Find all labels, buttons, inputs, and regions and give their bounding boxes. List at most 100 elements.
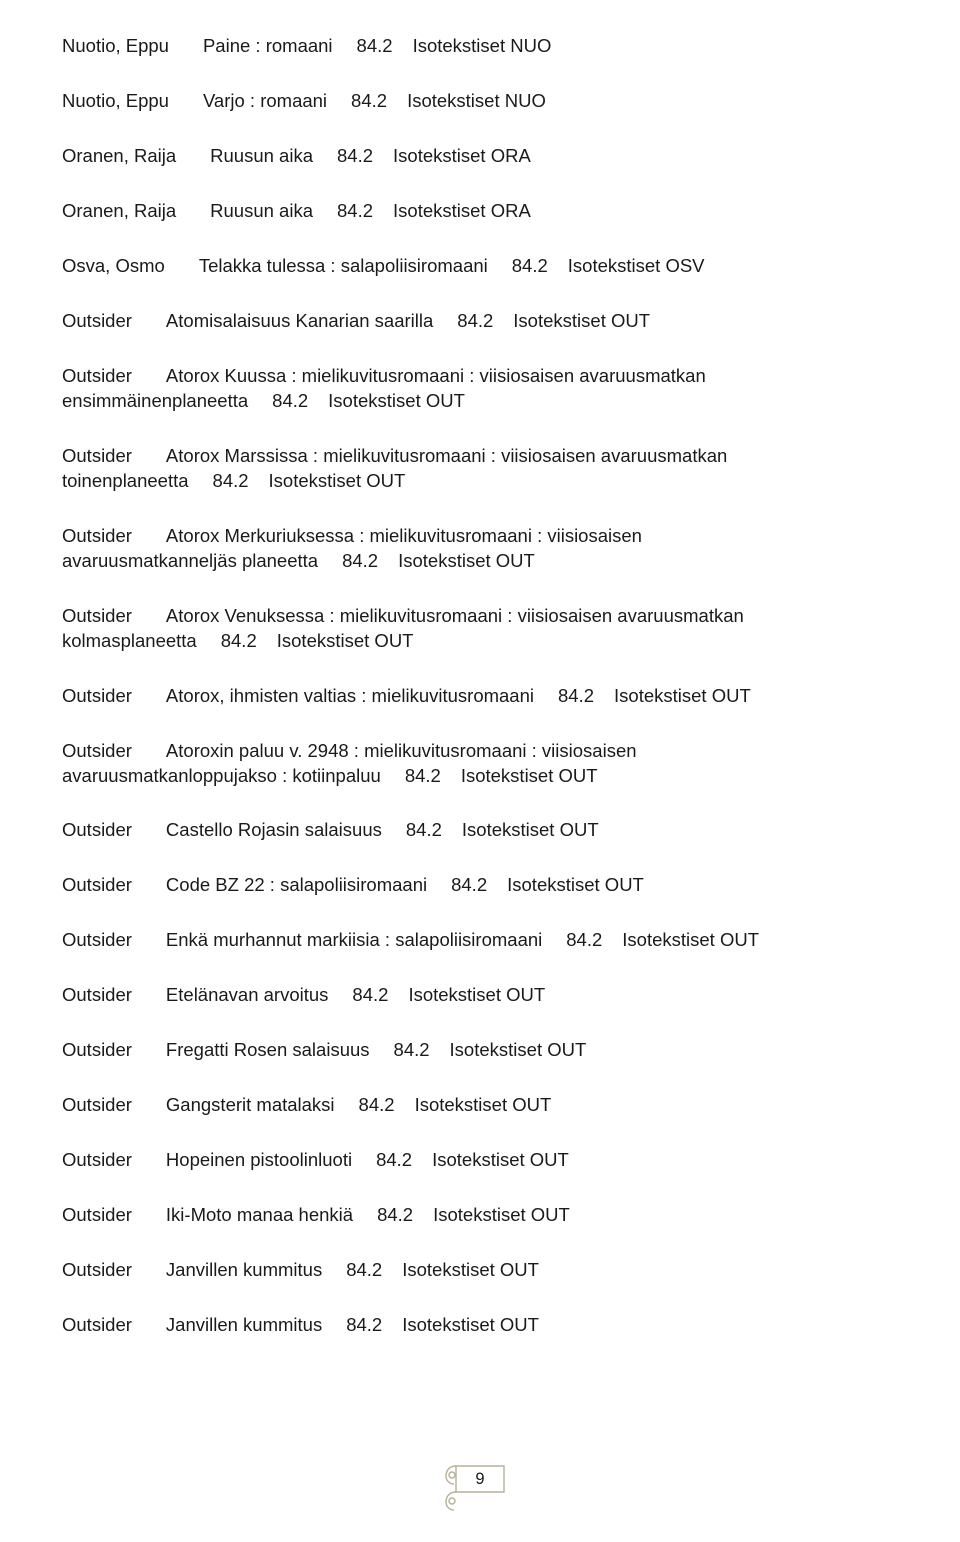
entry-title: Atorox, ihmisten valtias : mielikuvitusr… — [166, 685, 534, 706]
page-number: 9 — [440, 1468, 520, 1490]
entry-title-line1: Atorox Marssissa : mielikuvitusromaani :… — [166, 445, 727, 466]
entry-title-line2: toinenplaneetta — [62, 470, 189, 491]
entry-series: Isotekstiset OUT — [614, 685, 751, 706]
entry-class: 84.2 — [406, 819, 442, 840]
entry-title-line1: Atorox Merkuriuksessa : mielikuvitusroma… — [166, 525, 642, 546]
bibliography-entry: Outsider Atoroxin paluu v. 2948 : mieliku… — [62, 739, 898, 789]
bibliography-entry: Oranen, RaijaRuusun aika84.2Isotekstiset… — [62, 199, 898, 224]
entry-series: Isotekstiset OUT — [269, 470, 406, 491]
entry-title-line2: ensimmäinenplaneetta — [62, 390, 248, 411]
entry-author: Outsider — [62, 365, 132, 386]
entry-title-line1: Atoroxin paluu v. 2948 : mielikuvitusrom… — [166, 740, 637, 761]
bibliography-entry: Outsider Etelänavan arvoitus 84.2 Isoteksti… — [62, 983, 898, 1008]
entry-author: Outsider — [62, 984, 132, 1005]
entry-title: Castello Rojasin salaisuus — [166, 819, 382, 840]
bibliography-entry: Nuotio, EppuPaine : romaani84.2Isoteksti… — [62, 34, 898, 59]
entry-series: Isotekstiset OUT — [415, 1094, 552, 1115]
entry-title: Fregatti Rosen salaisuus — [166, 1039, 370, 1060]
bibliography-entry: Outsider Atomisalaisuus Kanarian saarilla… — [62, 309, 898, 334]
entry-author: Osva, Osmo — [62, 255, 165, 276]
bibliography-entry: Outsider Atorox, ihmisten valtias : mieli… — [62, 684, 898, 709]
entry-author: Outsider — [62, 310, 132, 331]
entry-series: Isotekstiset OUT — [450, 1039, 587, 1060]
entry-title: Hopeinen pistoolinluoti — [166, 1149, 352, 1170]
entry-series: Isotekstiset OUT — [328, 390, 465, 411]
entry-title: Gangsterit matalaksi — [166, 1094, 335, 1115]
entry-title-line2: avaruusmatkanloppujakso : kotiinpaluu — [62, 765, 381, 786]
entry-author: Outsider — [62, 874, 132, 895]
bibliography-entry: Outsider Castello Rojasin salaisuus 84.2 Is… — [62, 818, 898, 843]
entry-author: Outsider — [62, 1204, 132, 1225]
entry-series: Isotekstiset OUT — [408, 984, 545, 1005]
bibliography-entry: Outsider Atorox Marssissa : mielikuvitusr… — [62, 444, 898, 494]
entry-author: Nuotio, Eppu — [62, 35, 169, 56]
entry-class: 84.2 — [346, 1314, 382, 1335]
entry-series: Isotekstiset NUO — [407, 90, 546, 111]
entry-class: 84.2 — [359, 1094, 395, 1115]
entry-class: 84.2 — [566, 929, 602, 950]
entry-series: Isotekstiset OUT — [432, 1149, 569, 1170]
entry-title-line1: Atorox Venuksessa : mielikuvitusromaani … — [166, 605, 744, 626]
entry-class: 84.2 — [272, 390, 308, 411]
bibliography-entry: Outsider Hopeinen pistoolinluoti 84.2 Isote… — [62, 1148, 898, 1173]
entry-class: 84.2 — [376, 1149, 412, 1170]
entry-author: Outsider — [62, 685, 132, 706]
entry-class: 84.2 — [512, 255, 548, 276]
entry-author: Outsider — [62, 445, 132, 466]
entry-title-line2: kolmasplaneetta — [62, 630, 197, 651]
entry-series: Isotekstiset OUT — [513, 310, 650, 331]
entry-title-line2: avaruusmatkanneljäs planeetta — [62, 550, 318, 571]
entry-class: 84.2 — [346, 1259, 382, 1280]
entry-author: Outsider — [62, 1094, 132, 1115]
entry-author: Oranen, Raija — [62, 200, 176, 221]
entry-title: Code BZ 22 : salapoliisiromaani — [166, 874, 427, 895]
entry-series: Isotekstiset ORA — [393, 145, 531, 166]
entry-class: 84.2 — [337, 200, 373, 221]
entry-series: Isotekstiset OUT — [622, 929, 759, 950]
entry-series: Isotekstiset OUT — [507, 874, 644, 895]
entry-title: Ruusun aika — [210, 145, 313, 166]
entry-class: 84.2 — [342, 550, 378, 571]
entry-series: Isotekstiset ORA — [393, 200, 531, 221]
entry-author: Outsider — [62, 819, 132, 840]
entry-author: Outsider — [62, 740, 132, 761]
entry-title: Enkä murhannut markiisia : salapoliisiro… — [166, 929, 542, 950]
entry-class: 84.2 — [457, 310, 493, 331]
bibliography-entry: OutsiderJanvillen kummitus84.2Isotekstis… — [62, 1258, 898, 1283]
entry-author: Outsider — [62, 605, 132, 626]
entry-class: 84.2 — [352, 984, 388, 1005]
entry-series: Isotekstiset OUT — [402, 1314, 539, 1335]
bibliography-entry: Outsider Atorox Venuksessa : mielikuvitus… — [62, 604, 898, 654]
entry-class: 84.2 — [351, 90, 387, 111]
page-number-ornament: 9 — [440, 1460, 520, 1512]
entry-class: 84.2 — [357, 35, 393, 56]
entry-series: Isotekstiset OSV — [568, 255, 705, 276]
entry-title: Iki-Moto manaa henkiä — [166, 1204, 353, 1225]
bibliography-entry: Outsider Gangsterit matalaksi 84.2 Isotekst… — [62, 1093, 898, 1118]
entry-author: Outsider — [62, 525, 132, 546]
entry-class: 84.2 — [558, 685, 594, 706]
entry-class: 84.2 — [213, 470, 249, 491]
bibliography-entry: OutsiderFregatti Rosen salaisuus84.2Isot… — [62, 1038, 898, 1063]
bibliography-entry: Osva, Osmo Telakka tulessa : salapoliisir… — [62, 254, 898, 279]
entry-series: Isotekstiset OUT — [277, 630, 414, 651]
entry-author: Outsider — [62, 1259, 132, 1280]
bibliography-entry: Outsider Atorox Kuussa : mielikuvitusroma… — [62, 364, 898, 414]
bibliography-entry: Nuotio, EppuVarjo : romaani84.2Isoteksti… — [62, 89, 898, 114]
entry-title: Telakka tulessa : salapoliisiromaani — [199, 255, 488, 276]
entry-title-line1: Atorox Kuussa : mielikuvitusromaani : vi… — [166, 365, 706, 386]
entry-author: Outsider — [62, 1149, 132, 1170]
bibliography-entry: Outsider Atorox Merkuriuksessa : mielikuv… — [62, 524, 898, 574]
entry-title: Atomisalaisuus Kanarian saarilla — [166, 310, 433, 331]
entry-series: Isotekstiset NUO — [413, 35, 552, 56]
bibliography-entry: OutsiderJanvillen kummitus84.2Isotekstis… — [62, 1313, 898, 1338]
entry-series: Isotekstiset OUT — [402, 1259, 539, 1280]
entry-title: Etelänavan arvoitus — [166, 984, 329, 1005]
bibliography-entry: OutsiderIki-Moto manaa henkiä84.2Isoteks… — [62, 1203, 898, 1228]
entry-author: Outsider — [62, 929, 132, 950]
entry-class: 84.2 — [394, 1039, 430, 1060]
bibliography-entry: Outsider Enkä murhannut markiisia : salap… — [62, 928, 898, 953]
entry-class: 84.2 — [405, 765, 441, 786]
entry-series: Isotekstiset OUT — [462, 819, 599, 840]
entry-title: Varjo : romaani — [203, 90, 327, 111]
